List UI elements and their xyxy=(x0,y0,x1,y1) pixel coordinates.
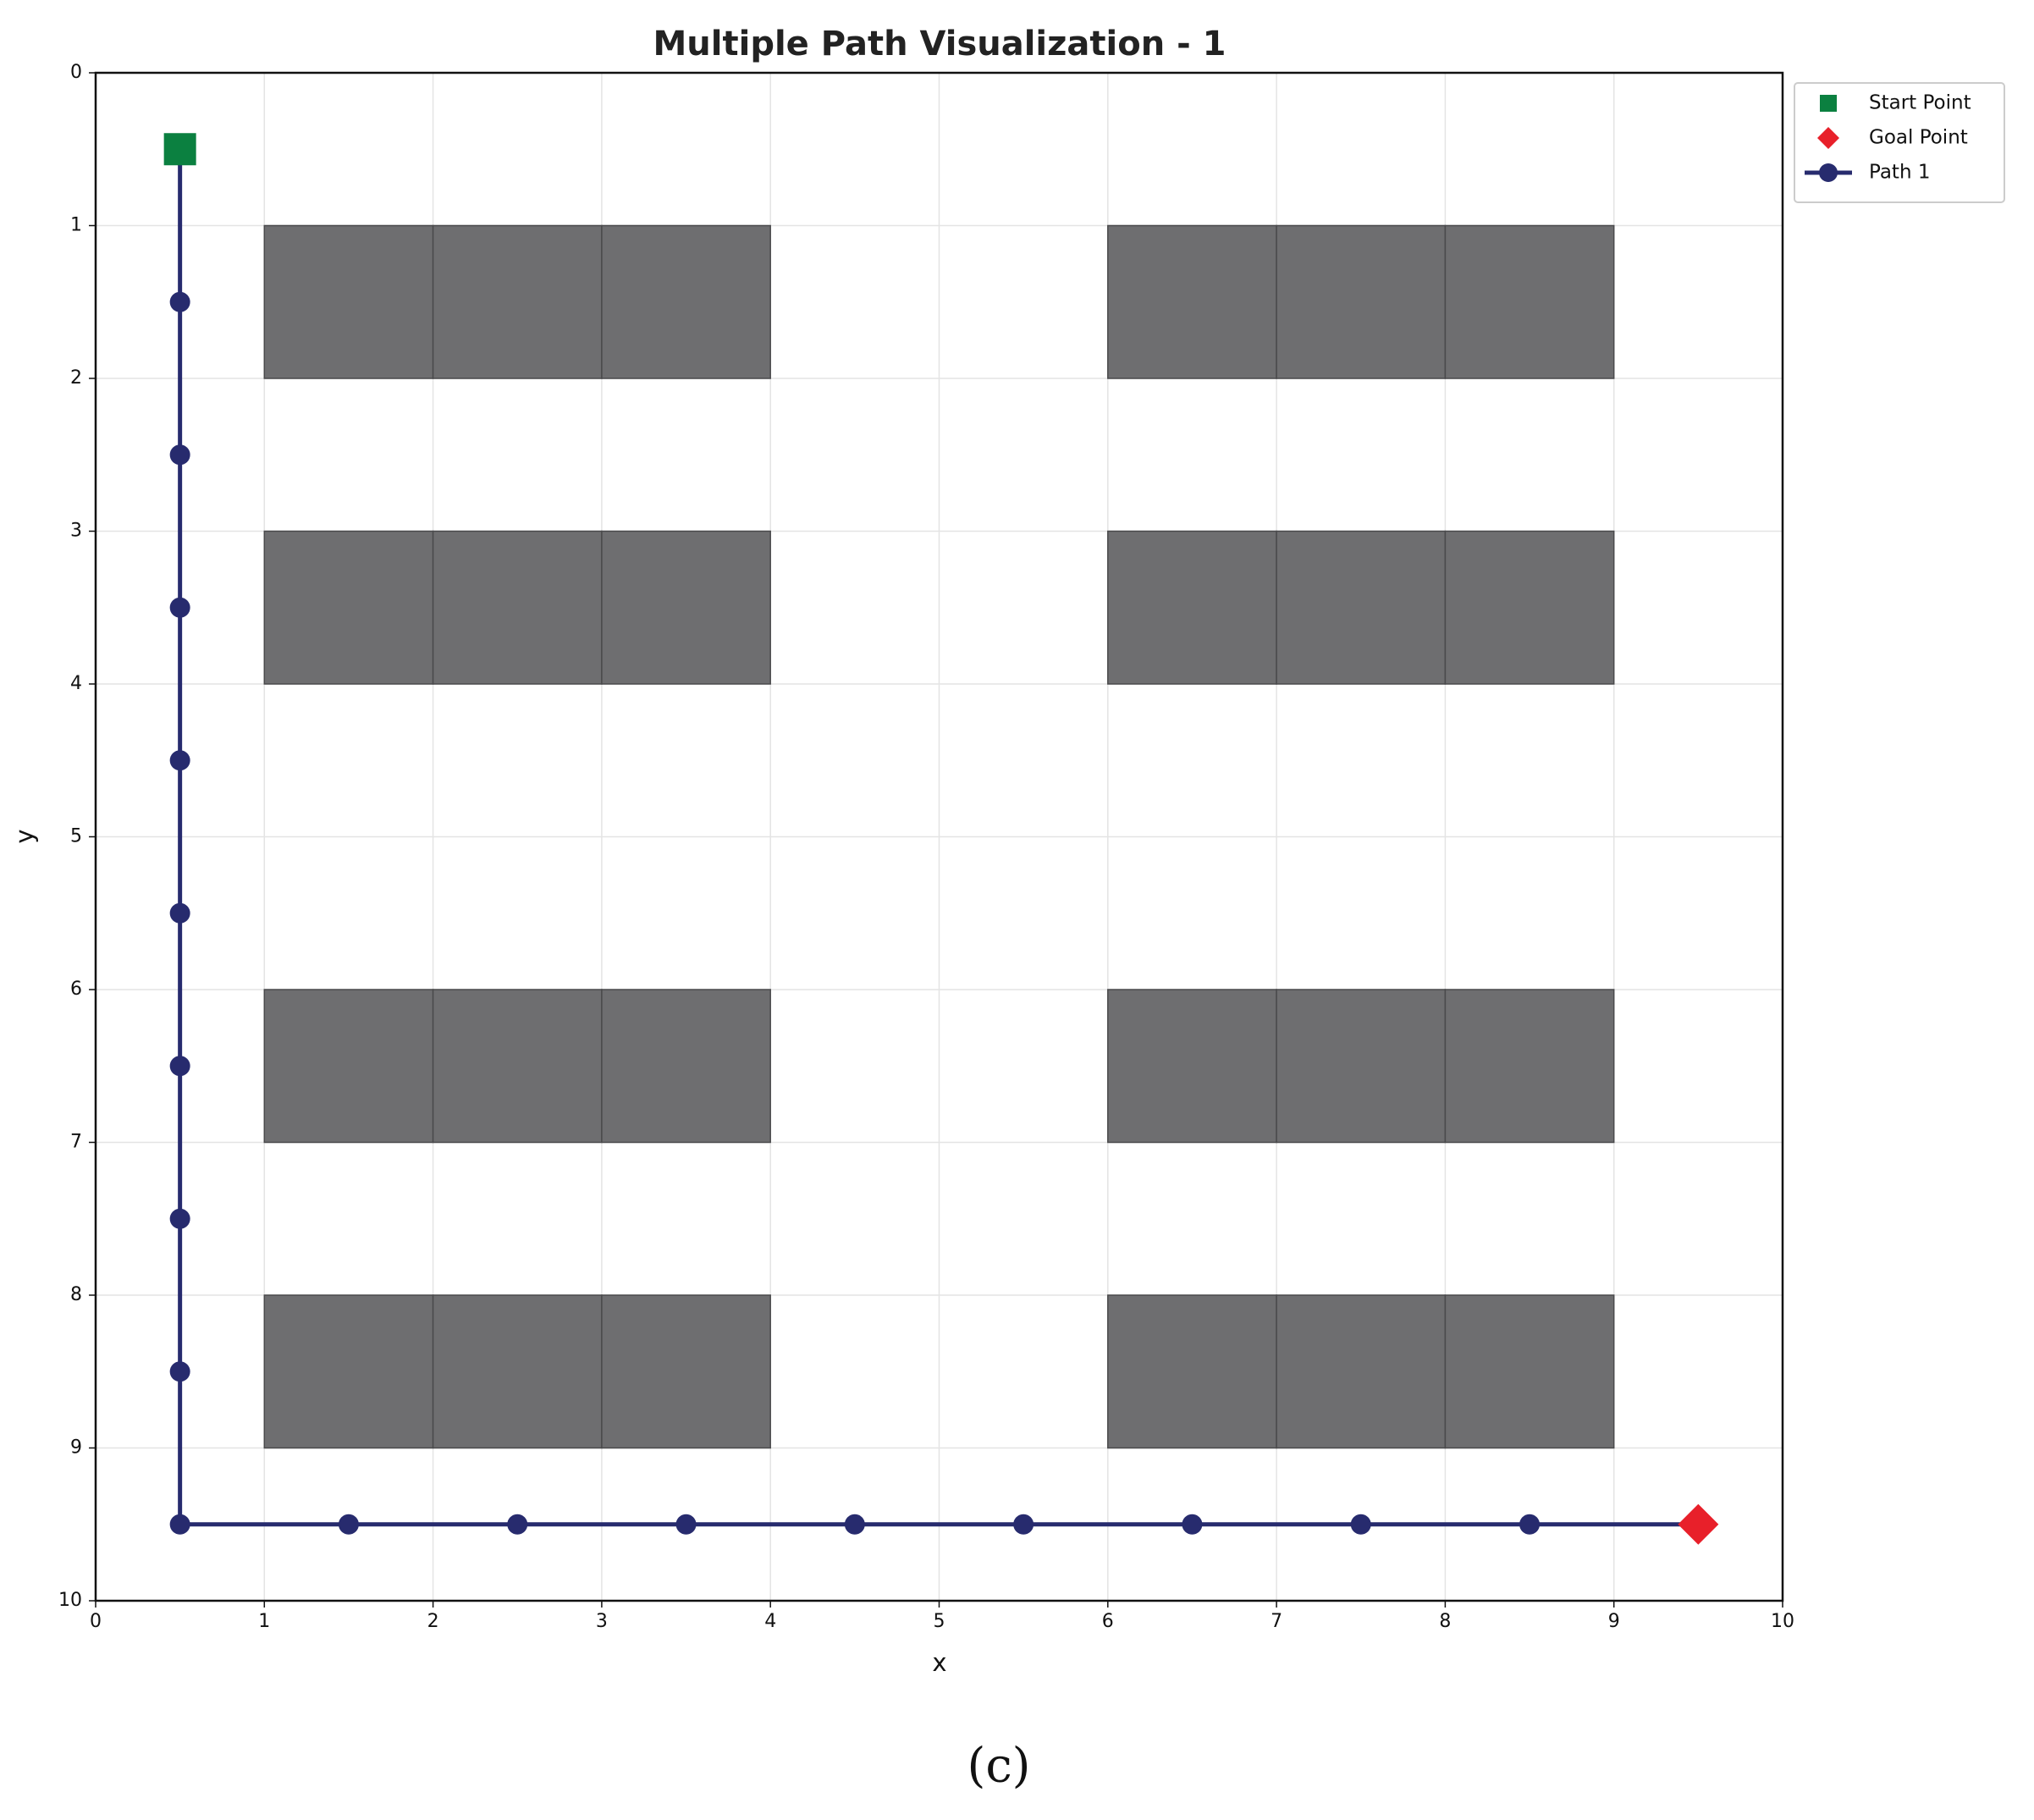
path-point xyxy=(169,1361,190,1382)
x-axis-label: x xyxy=(932,1648,946,1677)
path-point xyxy=(169,291,190,312)
obstacle-cell xyxy=(1444,530,1615,685)
y-tick-label: 4 xyxy=(70,673,82,694)
y-tick-label: 1 xyxy=(70,215,82,236)
legend-label: Start Point xyxy=(1869,92,1971,114)
obstacle-cell xyxy=(263,989,434,1144)
obstacle-cell xyxy=(1276,989,1447,1144)
path-point xyxy=(169,1514,190,1535)
y-tick-label: 6 xyxy=(70,979,82,1000)
y-tick-label: 7 xyxy=(70,1132,82,1153)
obstacle-cell xyxy=(263,224,434,379)
path-point xyxy=(169,750,190,771)
y-tick-label: 3 xyxy=(70,521,82,542)
goal-marker xyxy=(1678,1503,1719,1545)
x-tick-label: 3 xyxy=(596,1611,608,1632)
obstacle-cell xyxy=(432,1294,603,1449)
chart-title: Multiple Path Visualization - 1 xyxy=(653,25,1226,63)
plot-frame xyxy=(94,71,1784,1602)
path-point xyxy=(338,1514,359,1535)
obstacle-cell xyxy=(263,1294,434,1449)
obstacle-cell xyxy=(263,530,434,685)
path-point xyxy=(675,1514,697,1535)
y-tick-label: 9 xyxy=(70,1437,82,1459)
obstacle-cell xyxy=(1107,989,1277,1144)
path-point xyxy=(844,1514,865,1535)
legend-marker xyxy=(1817,127,1839,149)
legend-marker xyxy=(1819,163,1838,182)
obstacle-cell xyxy=(432,989,603,1144)
path-point xyxy=(169,902,190,924)
x-tick-label: 10 xyxy=(1771,1611,1794,1632)
legend-label: Goal Point xyxy=(1869,127,1968,149)
obstacle-cell xyxy=(1276,530,1447,685)
x-tick-label: 2 xyxy=(427,1611,439,1632)
obstacle-cell xyxy=(1444,1294,1615,1449)
path-point xyxy=(1519,1514,1541,1535)
path-point xyxy=(169,1208,190,1229)
legend-marker xyxy=(1820,95,1837,112)
obstacle-cell xyxy=(1444,224,1615,379)
obstacle-cell xyxy=(1276,1294,1447,1449)
path-point xyxy=(169,1056,190,1077)
x-tick-label: 7 xyxy=(1271,1611,1282,1632)
path-point xyxy=(169,597,190,618)
obstacle-cell xyxy=(432,530,603,685)
obstacle-cell xyxy=(601,989,771,1144)
x-tick-label: 0 xyxy=(90,1611,102,1632)
x-tick-label: 5 xyxy=(934,1611,945,1632)
path-point xyxy=(1013,1514,1034,1535)
start-marker xyxy=(163,133,196,166)
obstacle-cell xyxy=(1107,530,1277,685)
legend-label: Path 1 xyxy=(1869,162,1930,184)
y-tick-label: 8 xyxy=(70,1284,82,1305)
y-tick-label: 2 xyxy=(70,367,82,389)
obstacle-cell xyxy=(1107,1294,1277,1449)
y-tick-label: 10 xyxy=(58,1590,82,1611)
obstacle-cell xyxy=(432,224,603,379)
y-tick-label: 0 xyxy=(70,62,82,83)
y-tick-label: 5 xyxy=(70,826,82,847)
caption: (c) xyxy=(967,1739,1030,1794)
x-tick-label: 9 xyxy=(1608,1611,1620,1632)
obstacle-cell xyxy=(601,530,771,685)
x-tick-label: 6 xyxy=(1102,1611,1114,1632)
x-tick-label: 4 xyxy=(764,1611,776,1632)
obstacle-cell xyxy=(1107,224,1277,379)
path-point xyxy=(507,1514,528,1535)
x-tick-label: 1 xyxy=(258,1611,270,1632)
obstacle-cell xyxy=(1444,989,1615,1144)
path-point xyxy=(1182,1514,1203,1535)
x-tick-label: 8 xyxy=(1439,1611,1451,1632)
path-point xyxy=(1350,1514,1371,1535)
path-point xyxy=(169,444,190,466)
y-axis-label: y xyxy=(10,829,39,843)
obstacle-cell xyxy=(601,224,771,379)
obstacle-cell xyxy=(601,1294,771,1449)
obstacle-cell xyxy=(1276,224,1447,379)
